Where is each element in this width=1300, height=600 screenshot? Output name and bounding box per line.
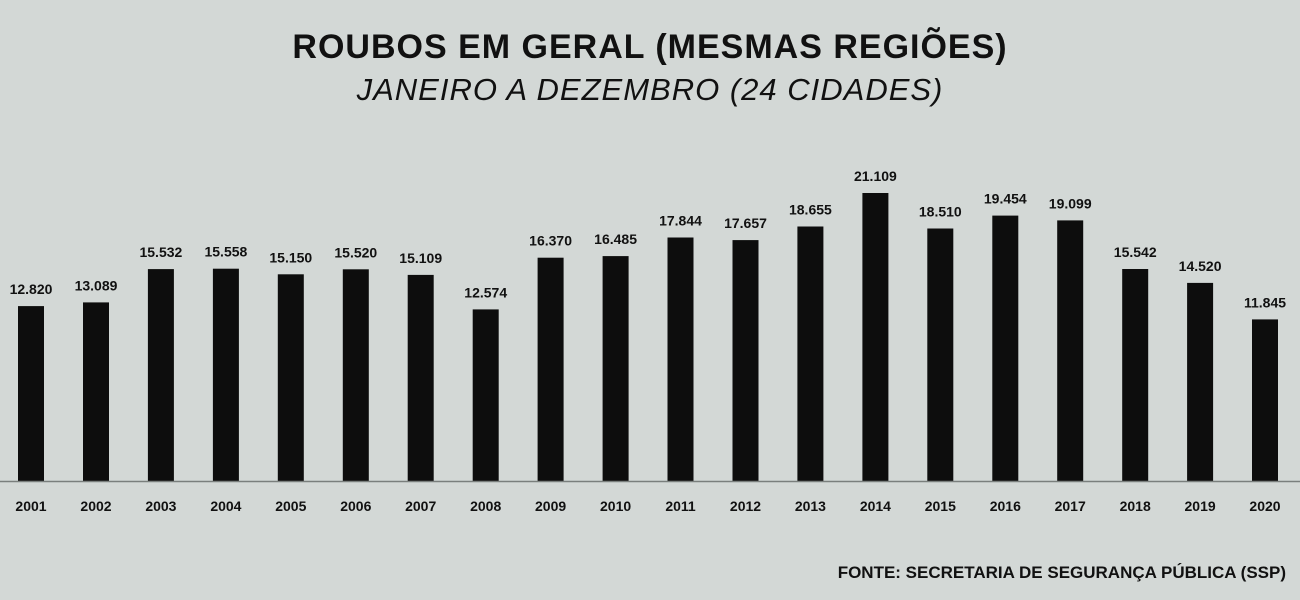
x-tick-label-2019: 2019 xyxy=(1185,498,1216,514)
data-label-2010: 16.485 xyxy=(594,231,637,247)
bar-2019 xyxy=(1187,282,1214,481)
data-label-2013: 18.655 xyxy=(789,202,832,218)
data-label-2006: 15.520 xyxy=(334,244,377,260)
bar-2020 xyxy=(1252,319,1278,481)
x-tick-label-2017: 2017 xyxy=(1055,498,1086,514)
bar-2016 xyxy=(992,215,1019,481)
bar-2018 xyxy=(1122,269,1149,481)
bar-2012 xyxy=(732,240,759,481)
data-label-2005: 15.150 xyxy=(269,249,312,265)
bar-2006 xyxy=(342,269,369,481)
x-tick-label-2007: 2007 xyxy=(405,498,436,514)
bar-2013 xyxy=(797,226,824,481)
x-tick-label-2010: 2010 xyxy=(600,498,631,514)
x-tick-label-2006: 2006 xyxy=(340,498,371,514)
data-label-2007: 15.109 xyxy=(399,250,442,266)
x-tick-label-2008: 2008 xyxy=(470,498,501,514)
bar-2010 xyxy=(602,256,629,481)
bar-chart: 12.820 2001 13.089 2002 15.532 2003 15.558 2004… xyxy=(0,168,1300,514)
data-label-2009: 16.370 xyxy=(529,233,572,249)
bar-2009 xyxy=(537,257,564,481)
source-note: FONTE: SECRETARIA DE SEGURANÇA PÚBLICA (… xyxy=(837,563,1286,582)
x-tick-label-2016: 2016 xyxy=(990,498,1021,514)
x-tick-label-2015: 2015 xyxy=(925,498,956,514)
data-label-2003: 15.532 xyxy=(139,244,182,260)
x-tick-label-2002: 2002 xyxy=(80,498,111,514)
x-tick-label-2001: 2001 xyxy=(15,498,46,514)
x-tick-label-2009: 2009 xyxy=(535,498,566,514)
x-tick-label-2004: 2004 xyxy=(210,498,241,514)
bar-2007 xyxy=(407,274,434,481)
chart-subtitle: JANEIRO A DEZEMBRO (24 CIDADES) xyxy=(356,72,944,107)
bar-2002 xyxy=(83,302,109,481)
data-label-2015: 18.510 xyxy=(919,204,962,220)
data-label-2020: 11.845 xyxy=(1244,294,1286,310)
data-label-2016: 19.454 xyxy=(984,191,1027,207)
bar-2017 xyxy=(1057,220,1084,481)
data-label-2011: 17.844 xyxy=(659,213,702,229)
x-tick-label-2011: 2011 xyxy=(665,498,696,514)
data-label-2008: 12.574 xyxy=(464,284,507,300)
bar-2008 xyxy=(472,309,499,481)
bar-2015 xyxy=(927,228,954,481)
data-label-2017: 19.099 xyxy=(1049,195,1092,211)
data-label-2018: 15.542 xyxy=(1114,244,1157,260)
x-tick-label-2013: 2013 xyxy=(795,498,826,514)
data-label-2002: 13.089 xyxy=(75,277,118,293)
data-label-2001: 12.820 xyxy=(10,281,53,297)
data-label-2019: 14.520 xyxy=(1179,258,1222,274)
x-tick-label-2012: 2012 xyxy=(730,498,761,514)
data-label-2004: 15.558 xyxy=(204,244,247,260)
bar-2003 xyxy=(147,269,174,481)
bar-2001 xyxy=(18,306,44,481)
bar-2014 xyxy=(862,193,889,481)
x-tick-label-2014: 2014 xyxy=(860,498,891,514)
bar-2011 xyxy=(667,237,694,481)
data-label-2014: 21.109 xyxy=(854,168,897,184)
data-label-2012: 17.657 xyxy=(724,215,767,231)
x-tick-label-2018: 2018 xyxy=(1120,498,1151,514)
bar-2005 xyxy=(277,274,304,481)
x-tick-label-2005: 2005 xyxy=(275,498,306,514)
x-tick-label-2003: 2003 xyxy=(145,498,176,514)
x-tick-label-2020: 2020 xyxy=(1249,498,1280,514)
bar-2004 xyxy=(212,268,239,481)
chart-title: ROUBOS EM GERAL (MESMAS REGIÕES) xyxy=(292,28,1008,66)
